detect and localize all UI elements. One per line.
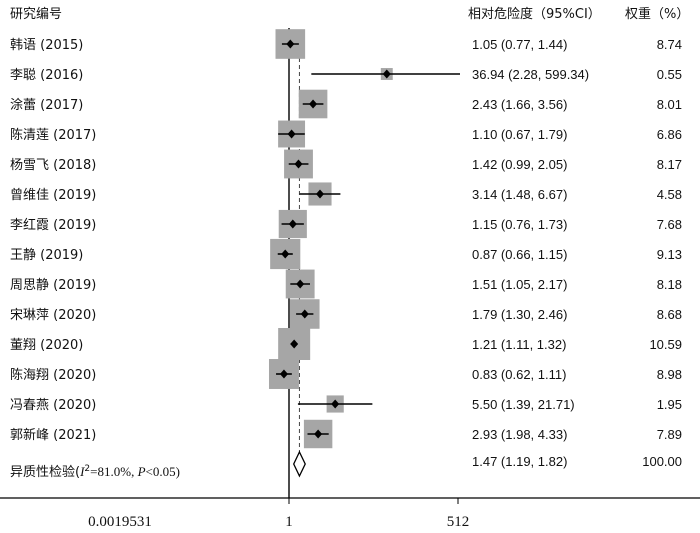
header-row: 研究编号 相对危险度（95%CI） 权重（%）	[10, 6, 689, 22]
ci-text: 0.87 (0.66, 1.15)	[472, 247, 567, 262]
study-label: 涂蕾 (2017)	[10, 97, 83, 113]
plot-marks	[268, 29, 460, 449]
x-tick-label: 0.0019531	[88, 514, 152, 530]
study-label: 冯春燕 (2020)	[10, 398, 96, 413]
study-label: 杨雪飞 (2018)	[10, 158, 96, 173]
header-estimate-text: 相对危险度（95%CI）	[468, 6, 601, 22]
ci-text: 1.51 (1.05, 2.17)	[472, 277, 567, 292]
weight-text: 8.74	[657, 37, 682, 52]
weight-text: 7.68	[657, 217, 682, 232]
header-estimate: 相对危险度（95%CI）	[468, 6, 601, 22]
study-label: 宋琳萍 (2020)	[10, 308, 96, 323]
point-estimate	[315, 189, 324, 199]
point-estimate	[294, 159, 303, 169]
weight-text: 8.68	[657, 307, 682, 322]
ci-text: 3.14 (1.48, 6.67)	[472, 187, 567, 202]
x-tick-label: 1	[285, 514, 293, 530]
ci-text: 2.93 (1.98, 4.33)	[472, 427, 567, 442]
overall-diamond	[292, 450, 306, 478]
study-label: 曾维佳 (2019)	[10, 188, 96, 203]
weight-text: 8.17	[657, 157, 682, 172]
axis: 0.0019531 1 512	[0, 28, 700, 530]
point-estimate	[296, 279, 305, 289]
weight-text: 1.95	[657, 397, 682, 412]
weight-text: 7.89	[657, 427, 682, 442]
weight-text: 8.18	[657, 277, 682, 292]
header-weight: 权重（%）	[625, 6, 689, 22]
header-study: 研究编号	[10, 7, 62, 22]
point-estimate	[288, 219, 297, 229]
point-estimate	[286, 39, 295, 49]
point-estimate	[281, 249, 290, 259]
point-estimate	[314, 429, 323, 439]
study-label: 周思静 (2019)	[10, 278, 96, 293]
weight-text: 6.86	[657, 127, 682, 142]
point-estimate	[287, 129, 296, 139]
ci-text: 36.94 (2.28, 599.34)	[472, 67, 589, 82]
ci-text: 1.15 (0.76, 1.73)	[472, 217, 567, 232]
overall-weight-text: 100.00	[642, 454, 682, 469]
weight-text: 10.59	[649, 337, 682, 352]
ci-text: 0.83 (0.62, 1.11)	[472, 367, 566, 382]
study-label: 陈海翔 (2020)	[10, 367, 96, 383]
study-label: 郭新峰 (2021)	[10, 427, 96, 443]
ci-text: 1.10 (0.67, 1.79)	[472, 127, 567, 142]
point-estimate	[279, 369, 288, 379]
ci-text: 5.50 (1.39, 21.71)	[472, 397, 575, 412]
study-label: 李红霞 (2019)	[10, 217, 96, 233]
weight-text: 8.01	[657, 97, 682, 112]
weight-text: 8.98	[657, 367, 682, 382]
point-estimate	[382, 69, 391, 79]
weight-text: 4.58	[657, 187, 682, 202]
weight-text: 9.13	[657, 247, 682, 262]
study-label: 韩语 (2015)	[10, 38, 83, 53]
overall-row: 异质性检验(I2=81.0%, P<0.05) 1.47 (1.19, 1.82)…	[10, 450, 682, 480]
point-estimate	[300, 309, 309, 319]
ci-text: 1.79 (1.30, 2.46)	[472, 307, 567, 322]
study-label: 董翔 (2020)	[10, 338, 83, 353]
point-estimate	[290, 339, 299, 349]
ci-text: 1.05 (0.77, 1.44)	[472, 37, 567, 52]
study-label: 李聪 (2016)	[10, 68, 83, 83]
point-estimate	[331, 399, 340, 409]
weight-text: 0.55	[657, 67, 682, 82]
heterogeneity-label: 异质性检验(I2=81.0%, P<0.05)	[10, 464, 180, 480]
study-labels: 韩语 (2015) 李聪 (2016) 涂蕾 (2017) 陈清莲 (2017) 杨雪飞…	[10, 38, 96, 443]
point-estimate	[309, 99, 318, 109]
study-label: 陈清莲 (2017)	[10, 127, 96, 143]
x-tick-label: 512	[447, 514, 470, 530]
ci-text: 2.43 (1.66, 3.56)	[472, 97, 567, 112]
ci-text: 1.42 (0.99, 2.05)	[472, 157, 567, 172]
overall-ci-text: 1.47 (1.19, 1.82)	[472, 454, 567, 469]
study-label: 王静 (2019)	[10, 248, 83, 263]
estimate-values: 1.05 (0.77, 1.44) 8.74 36.94 (2.28, 599.34…	[472, 37, 682, 442]
ci-text: 1.21 (1.11, 1.32)	[472, 337, 566, 352]
